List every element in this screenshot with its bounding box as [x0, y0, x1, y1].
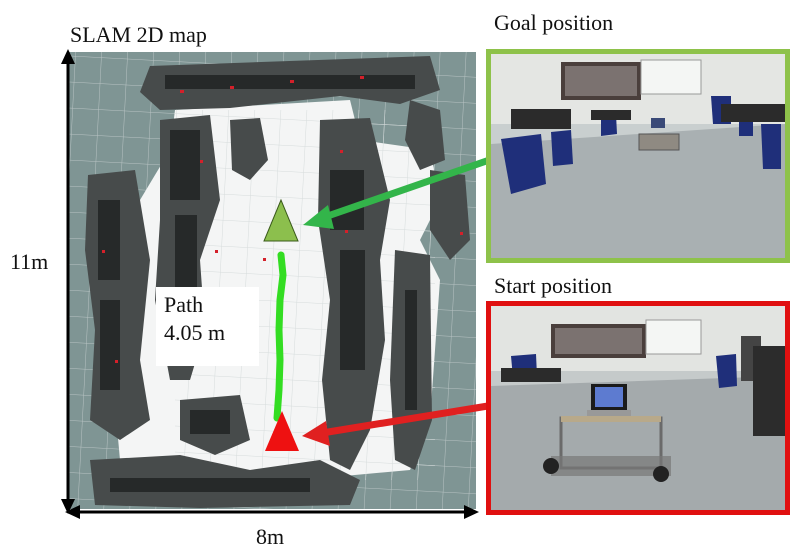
map-title: SLAM 2D map: [70, 22, 207, 47]
start-pointer-arrow: [302, 401, 495, 446]
width-dimension-arrow: [65, 505, 479, 519]
robot-path: [273, 251, 287, 422]
path-label-length: 4.05 m: [164, 320, 226, 345]
occupancy-grid: [68, 52, 476, 509]
goal-position-photo: [486, 49, 790, 263]
map-width-label: 8m: [256, 524, 285, 549]
path-label-title: Path: [164, 292, 204, 317]
goal-pointer-arrow: [303, 153, 500, 229]
map-height-label: 11m: [10, 249, 49, 274]
start-position-label: Start position: [494, 273, 612, 298]
goal-marker-triangle: [263, 198, 299, 242]
start-marker-triangle: [265, 411, 299, 451]
start-position-photo: [486, 301, 790, 515]
goal-position-label: Goal position: [494, 10, 614, 35]
path-length-label: Path 4.05 m: [156, 287, 259, 366]
height-dimension-arrow: [61, 49, 75, 514]
